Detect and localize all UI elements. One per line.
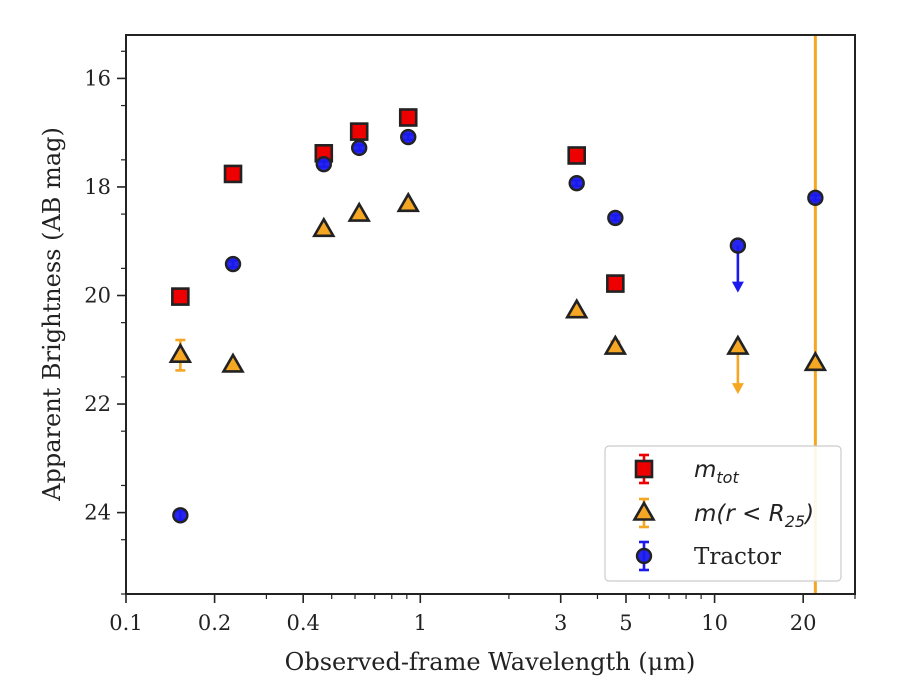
data-point <box>224 255 242 273</box>
upper-limit-arrowhead <box>731 383 744 395</box>
triangle-marker <box>347 201 371 222</box>
triangle-marker <box>168 342 193 364</box>
square-marker <box>171 287 190 306</box>
data-point <box>172 507 189 524</box>
data-point <box>726 334 750 395</box>
triangle-marker <box>312 216 336 238</box>
square-marker <box>349 122 369 141</box>
data-point <box>315 155 332 173</box>
legend-entry: Tractor <box>635 540 781 572</box>
y-axis: 16 18 20 22 24 <box>84 50 126 595</box>
circle-marker <box>635 547 653 565</box>
y-tick-label: 16 <box>84 66 111 90</box>
circle-marker <box>224 255 242 273</box>
circle-marker <box>568 174 585 192</box>
data-point <box>171 287 190 306</box>
triangle-marker <box>603 334 628 355</box>
legend-box <box>604 445 842 582</box>
data-point <box>396 191 420 213</box>
circle-marker <box>172 507 189 524</box>
x-tick-label: 3 <box>554 611 567 635</box>
x-tick-label: 10 <box>701 611 728 635</box>
data-point <box>807 189 824 207</box>
x-axis-label: Observed-frame Wavelength (μm) <box>285 648 696 676</box>
triangle-marker <box>396 191 420 213</box>
upper-limit-arrowhead <box>731 281 744 293</box>
square-marker <box>606 274 625 293</box>
square-marker <box>223 164 243 184</box>
data-point <box>607 209 624 227</box>
data-point <box>606 274 625 293</box>
legend-label: mtot <box>694 457 739 487</box>
data-point <box>168 338 193 372</box>
plot-frame <box>125 34 856 595</box>
legend: mtot m(r < R25) Tractor <box>604 445 842 582</box>
circle-marker <box>729 237 747 254</box>
y-tick-label: 24 <box>84 501 111 525</box>
y-axis-label: Apparent Brightness (AB mag) <box>38 127 66 502</box>
legend-entry: mtot <box>634 453 739 487</box>
data-point <box>603 334 628 355</box>
x-tick-label: 5 <box>619 611 632 635</box>
data-point <box>729 237 747 293</box>
data-layer <box>168 35 828 594</box>
square-marker <box>398 108 418 127</box>
x-tick-label: 20 <box>790 611 817 635</box>
triangle-marker <box>564 298 589 319</box>
square-marker <box>567 146 587 165</box>
data-point <box>347 201 371 222</box>
data-point <box>398 108 418 127</box>
circle-marker <box>315 155 332 173</box>
circle-marker <box>400 128 417 146</box>
triangle-marker <box>726 334 750 355</box>
data-point <box>567 146 587 165</box>
data-point <box>221 352 245 373</box>
triangle-marker <box>221 352 245 373</box>
y-tick-label: 20 <box>84 284 111 308</box>
data-point <box>223 164 243 184</box>
data-point <box>350 139 368 157</box>
legend-entry: m(r < R25) <box>632 497 814 531</box>
data-point <box>349 122 369 141</box>
series-0 <box>171 108 625 306</box>
series-2 <box>172 128 824 524</box>
y-tick-label: 18 <box>84 175 111 199</box>
x-tick-label: 0.2 <box>198 611 231 635</box>
data-point <box>564 298 589 319</box>
data-point <box>312 216 336 238</box>
square-marker <box>634 459 654 479</box>
circle-marker <box>607 209 624 227</box>
data-point <box>568 174 585 192</box>
y-tick-label: 22 <box>84 392 111 416</box>
x-tick-label: 1 <box>414 611 427 635</box>
x-tick-label: 0.4 <box>286 611 319 635</box>
triangle-marker <box>632 500 656 521</box>
x-axis: 0.1 0.2 0.4 1 3 5 10 20 <box>109 594 856 635</box>
x-tick-label: 0.1 <box>109 611 142 635</box>
circle-marker <box>807 189 824 207</box>
legend-label: m(r < R25) <box>694 501 814 531</box>
legend-label: Tractor <box>694 544 781 570</box>
triangle-marker <box>803 350 828 372</box>
data-point <box>400 128 417 146</box>
circle-marker <box>350 139 368 157</box>
series-1 <box>168 35 828 594</box>
